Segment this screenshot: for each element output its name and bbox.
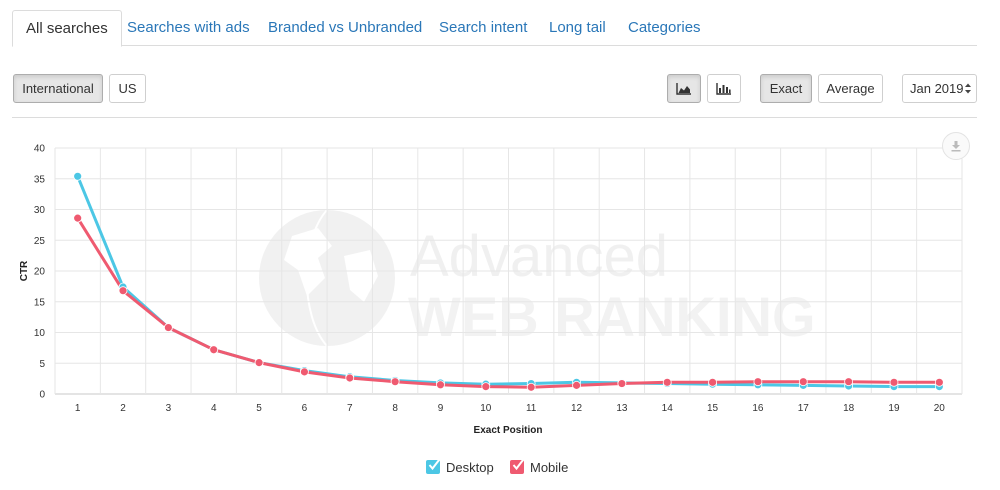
bar-chart-button[interactable] — [707, 74, 741, 103]
y-tick-label: 35 — [34, 174, 46, 185]
x-tick-label: 2 — [120, 403, 126, 414]
y-tick-label: 0 — [39, 390, 45, 401]
data-point-mobile[interactable] — [118, 286, 128, 296]
data-point-mobile[interactable] — [163, 323, 173, 332]
x-tick-label: 6 — [302, 403, 308, 414]
area-chart-button[interactable] — [667, 74, 701, 103]
select-arrows-icon — [965, 83, 971, 94]
tab-long-tail[interactable]: Long tail — [549, 19, 606, 36]
data-point-mobile[interactable] — [254, 358, 264, 368]
y-tick-label: 20 — [34, 267, 46, 278]
series-layer — [73, 171, 944, 392]
data-point-mobile[interactable] — [617, 379, 627, 388]
tab-branded-vs-unbranded[interactable]: Branded vs Unbranded — [268, 19, 423, 36]
data-point-mobile[interactable] — [662, 377, 672, 387]
x-tick-label: 18 — [843, 403, 855, 414]
y-tick-label: 40 — [34, 144, 46, 155]
y-tick-label: 10 — [34, 328, 46, 339]
x-tick-label: 20 — [934, 403, 946, 414]
us-button[interactable]: US — [109, 74, 146, 103]
date-select[interactable]: Jan 2019 — [902, 74, 977, 103]
area-chart-icon — [676, 83, 691, 95]
data-point-desktop[interactable] — [73, 171, 83, 181]
x-axis-label: Exact Position — [474, 425, 543, 436]
x-tick-label: 9 — [438, 403, 444, 414]
legend-label-desktop: Desktop — [446, 460, 494, 475]
x-tick-label: 8 — [392, 403, 398, 414]
y-axis-label: CTR — [19, 260, 30, 281]
data-point-mobile[interactable] — [73, 213, 83, 223]
x-tick-label: 10 — [480, 403, 492, 414]
data-point-mobile[interactable] — [209, 345, 219, 355]
data-point-mobile[interactable] — [345, 373, 355, 383]
series-line-mobile — [76, 217, 940, 389]
tab-search-intent[interactable]: Search intent — [439, 19, 528, 36]
x-tick-label: 4 — [211, 403, 217, 414]
desktop-legend-checkbox — [426, 459, 440, 474]
data-point-mobile[interactable] — [844, 377, 854, 387]
date-select-value: Jan 2019 — [910, 81, 964, 96]
data-point-mobile[interactable] — [436, 380, 445, 390]
x-tick-label: 17 — [798, 403, 810, 414]
legend-label-mobile: Mobile — [530, 460, 569, 475]
check-icon — [512, 459, 524, 471]
x-tick-label: 3 — [166, 403, 172, 414]
x-tick-label: 7 — [347, 403, 353, 414]
x-tick-label: 11 — [526, 403, 537, 414]
download-icon — [951, 141, 961, 152]
x-tick-label: 12 — [571, 403, 583, 414]
check-icon — [428, 459, 440, 471]
data-point-mobile[interactable] — [572, 380, 581, 390]
data-point-mobile[interactable] — [481, 382, 491, 392]
international-button[interactable]: International — [13, 74, 103, 103]
x-tick-label: 15 — [707, 403, 719, 414]
x-tick-label: 14 — [662, 403, 674, 414]
watermark-line2: WEB RANKING — [408, 285, 816, 348]
legend-item-desktop[interactable]: Desktop — [426, 459, 494, 478]
tab-all-searches[interactable]: All searches — [12, 10, 122, 47]
x-tick-label: 19 — [888, 403, 900, 414]
x-tick-label: 16 — [752, 403, 764, 414]
tab-searches-with-ads[interactable]: Searches with ads — [127, 19, 250, 36]
bar-chart-icon — [716, 83, 731, 95]
data-point-mobile[interactable] — [708, 377, 717, 387]
data-point-mobile[interactable] — [934, 377, 944, 387]
tab-categories[interactable]: Categories — [628, 19, 701, 36]
watermark: Advanced WEB RANKING — [259, 209, 816, 348]
y-tick-label: 25 — [34, 236, 46, 247]
watermark-line1: Advanced — [410, 224, 668, 289]
average-button[interactable]: Average — [818, 74, 883, 103]
y-tick-label: 5 — [39, 359, 45, 370]
data-point-mobile[interactable] — [526, 382, 536, 392]
data-point-mobile[interactable] — [390, 377, 400, 387]
x-tick-label: 5 — [256, 403, 262, 414]
mobile-legend-checkbox — [510, 459, 524, 474]
toolbar-divider — [12, 117, 977, 118]
y-tick-label: 15 — [34, 297, 46, 308]
data-point-mobile[interactable] — [889, 377, 899, 387]
x-axis: 1 2 3 4 5 6 7 8 9 10 11 12 13 14 15 16 17 18 19 20 — [75, 403, 945, 414]
download-button[interactable] — [942, 132, 970, 160]
data-point-mobile[interactable] — [798, 377, 808, 387]
data-point-mobile[interactable] — [753, 377, 763, 387]
exact-button[interactable]: Exact — [760, 74, 812, 103]
y-axis: 0 5 10 15 20 25 30 35 40 — [34, 144, 46, 401]
grid-lines — [54, 147, 963, 395]
x-tick-label: 1 — [75, 403, 81, 414]
tab-bar: All searches Searches with ads Branded v… — [12, 10, 977, 47]
y-tick-label: 30 — [34, 205, 46, 216]
legend-item-mobile[interactable]: Mobile — [510, 459, 569, 478]
x-tick-label: 13 — [616, 403, 628, 414]
data-point-mobile[interactable] — [300, 367, 309, 377]
